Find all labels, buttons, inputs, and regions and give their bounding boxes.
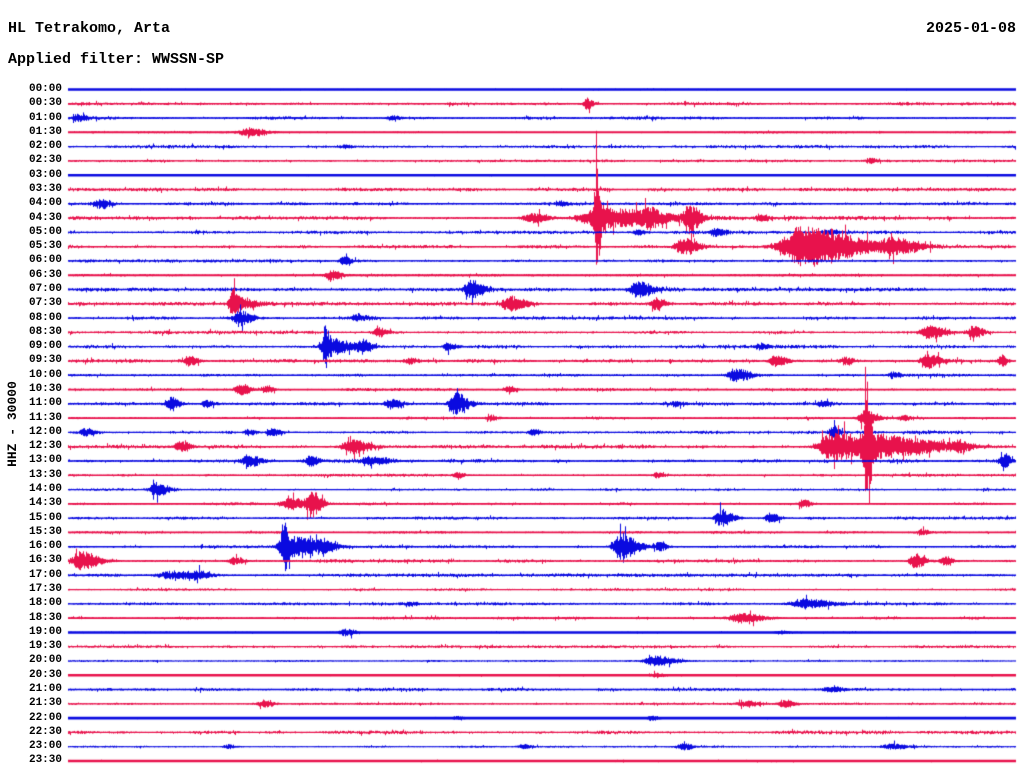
time-label-1830: 18:30 <box>28 611 62 624</box>
time-label-0100: 01:00 <box>28 111 62 124</box>
time-label-0530: 05:30 <box>28 240 62 253</box>
time-label-1800: 18:00 <box>28 597 62 610</box>
time-label-1200: 12:00 <box>28 425 62 438</box>
time-label-1630: 16:30 <box>28 554 62 567</box>
time-label-1030: 10:30 <box>28 383 62 396</box>
time-label-1700: 17:00 <box>28 568 62 581</box>
time-label-1300: 13:00 <box>28 454 62 467</box>
time-label-1400: 14:00 <box>28 483 62 496</box>
time-label-2330: 23:30 <box>28 754 62 767</box>
time-label-0430: 04:30 <box>28 211 62 224</box>
time-label-2200: 22:00 <box>28 711 62 724</box>
time-label-0330: 03:30 <box>28 183 62 195</box>
time-label-0600: 06:00 <box>28 254 62 267</box>
time-label-0730: 07:30 <box>28 297 62 310</box>
time-label-1130: 11:30 <box>28 411 62 424</box>
time-label-2230: 22:30 <box>28 725 62 738</box>
time-label-0300: 03:00 <box>28 168 62 181</box>
time-label-1230: 12:30 <box>28 440 62 453</box>
time-label-0030: 00:30 <box>28 97 62 110</box>
time-label-0200: 02:00 <box>28 140 62 153</box>
time-label-1500: 15:00 <box>28 511 62 524</box>
time-label-2030: 20:30 <box>28 668 62 681</box>
time-label-0900: 09:00 <box>28 340 62 353</box>
time-label-1730: 17:30 <box>28 583 62 596</box>
time-label-1600: 16:00 <box>28 540 62 553</box>
time-label-2100: 21:00 <box>28 683 62 696</box>
time-label-2300: 23:00 <box>28 740 62 753</box>
time-label-0830: 08:30 <box>28 325 62 338</box>
time-label-0130: 01:30 <box>28 125 62 138</box>
time-label-0630: 06:30 <box>28 268 62 281</box>
time-label-2130: 21:30 <box>28 697 62 710</box>
time-label-0500: 05:00 <box>28 225 62 238</box>
time-label-0230: 02:30 <box>28 154 62 167</box>
time-label-2000: 20:00 <box>28 654 62 667</box>
time-label-0700: 07:00 <box>28 283 62 296</box>
time-label-0930: 09:30 <box>28 354 62 367</box>
time-label-0000: 00:00 <box>28 83 62 95</box>
time-label-0400: 04:00 <box>28 197 62 210</box>
time-label-1900: 19:00 <box>28 625 62 638</box>
time-label-0800: 08:00 <box>28 311 62 324</box>
time-label-1000: 10:00 <box>28 368 62 381</box>
time-label-1330: 13:30 <box>28 468 62 481</box>
time-label-1930: 19:30 <box>28 640 62 653</box>
time-label-1100: 11:00 <box>28 397 62 410</box>
time-label-1430: 14:30 <box>28 497 62 510</box>
time-label-1530: 15:30 <box>28 525 62 538</box>
